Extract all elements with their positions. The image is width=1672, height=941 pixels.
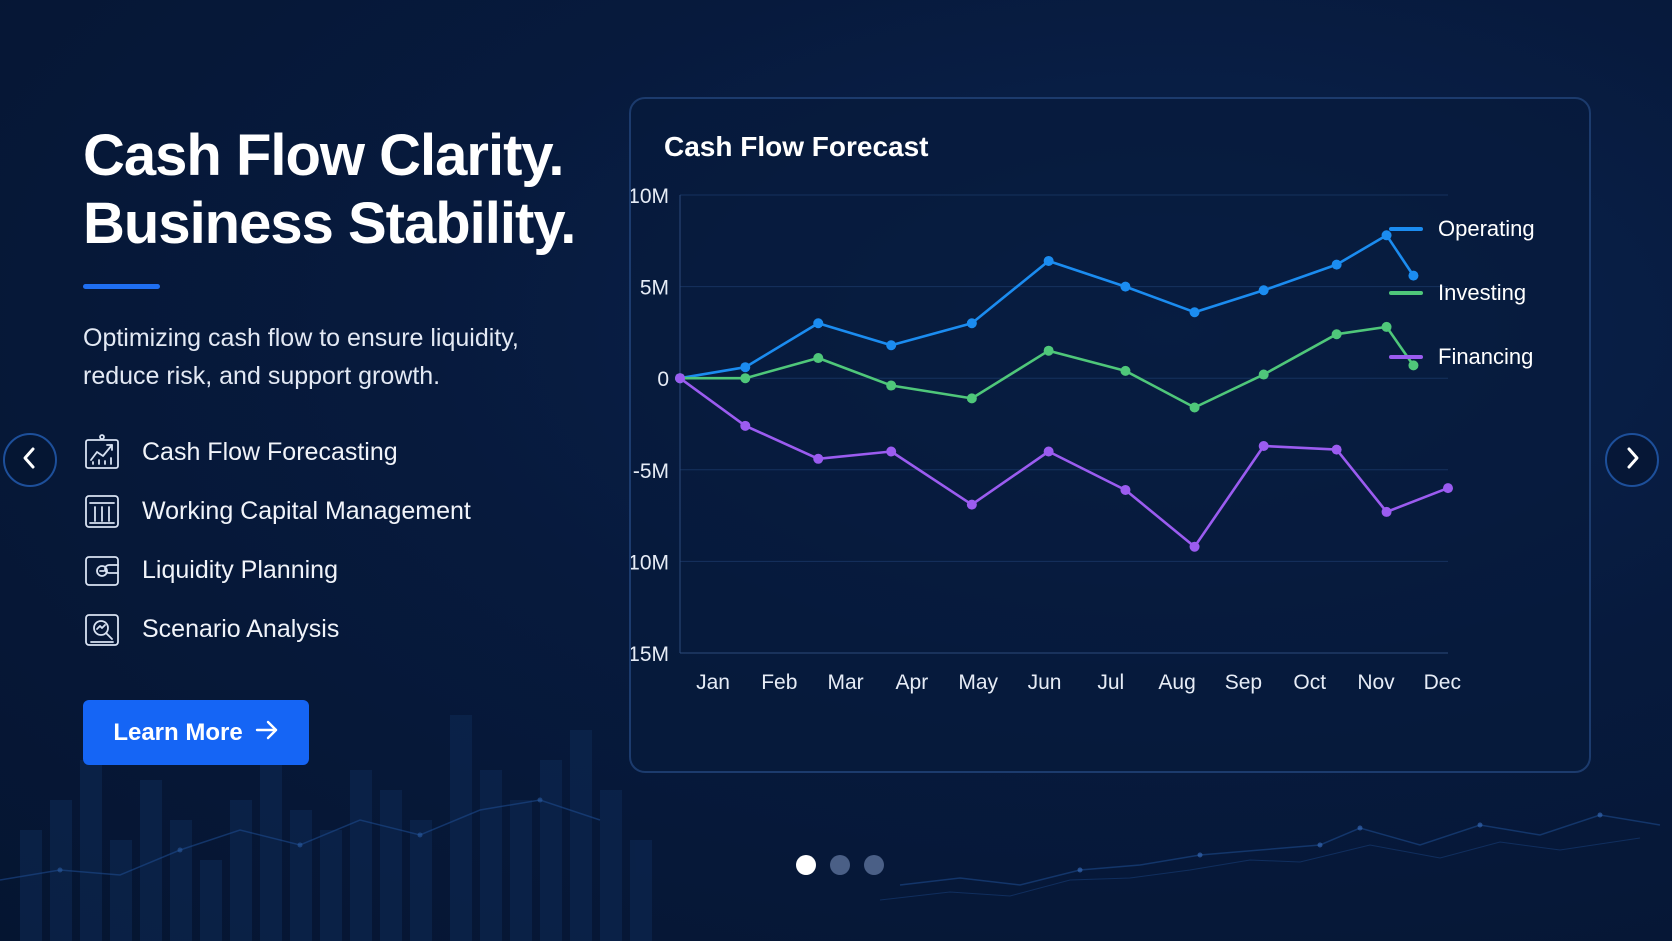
data-point-investing bbox=[886, 380, 897, 391]
headline: Cash Flow Clarity. Business Stability. bbox=[83, 122, 643, 258]
data-point-financing bbox=[1331, 444, 1342, 455]
x-tick-label: Aug bbox=[1158, 671, 1195, 694]
data-point-operating bbox=[1408, 270, 1419, 281]
y-tick-label: -10M bbox=[631, 551, 669, 574]
learn-more-label: Learn More bbox=[113, 718, 243, 746]
data-point-investing bbox=[1043, 345, 1054, 356]
magnifier-chart-icon bbox=[83, 610, 121, 648]
data-point-financing bbox=[1120, 484, 1131, 495]
series-line-investing bbox=[678, 325, 1415, 409]
data-point-investing bbox=[966, 393, 977, 404]
data-point-operating bbox=[1331, 259, 1342, 270]
data-point-operating bbox=[1258, 285, 1269, 296]
data-point-financing bbox=[675, 373, 685, 384]
data-point-financing bbox=[740, 420, 751, 431]
x-tick-label: Feb bbox=[761, 671, 797, 694]
x-tick-label: Oct bbox=[1293, 671, 1326, 694]
legend-label-financing: Financing bbox=[1438, 344, 1533, 369]
carousel-indicators bbox=[796, 855, 884, 875]
feature-label: Liquidity Planning bbox=[142, 556, 338, 584]
data-point-financing bbox=[1189, 541, 1200, 552]
data-point-investing bbox=[1381, 321, 1392, 332]
feature-label: Scenario Analysis bbox=[142, 615, 340, 643]
data-point-operating bbox=[1189, 307, 1200, 318]
carousel-dot-1[interactable] bbox=[796, 855, 816, 875]
feature-list: Cash Flow Forecasting Working Capital Ma… bbox=[83, 433, 471, 669]
y-tick-label: 10M bbox=[631, 185, 669, 208]
carousel-dot-3[interactable] bbox=[864, 855, 884, 875]
x-tick-label: Dec bbox=[1424, 671, 1461, 694]
chevron-right-icon bbox=[1622, 446, 1642, 475]
cash-flow-chart: 10M 5M 0 -5M -10M -15M Jan Feb Mar Apr May Jun Jul Au… bbox=[631, 185, 1535, 694]
data-point-operating bbox=[886, 340, 897, 351]
data-point-operating bbox=[813, 318, 824, 329]
x-tick-label: May bbox=[958, 671, 998, 694]
data-point-investing bbox=[1331, 329, 1342, 340]
data-point-investing bbox=[1189, 402, 1200, 413]
x-tick-label: Mar bbox=[828, 671, 864, 694]
x-tick-label: Sep bbox=[1225, 671, 1262, 694]
headline-line-1: Cash Flow Clarity. bbox=[83, 123, 564, 188]
data-point-financing bbox=[1381, 506, 1392, 517]
data-point-operating bbox=[1043, 255, 1054, 266]
x-tick-label: Apr bbox=[896, 671, 929, 694]
x-tick-label: Jul bbox=[1097, 671, 1124, 694]
x-tick-label: Nov bbox=[1357, 671, 1395, 694]
accent-divider bbox=[83, 284, 160, 289]
carousel-dot-2[interactable] bbox=[830, 855, 850, 875]
data-point-financing bbox=[1043, 446, 1054, 457]
feature-item-cash-flow-forecasting: Cash Flow Forecasting bbox=[83, 433, 471, 492]
data-point-investing bbox=[1408, 360, 1419, 371]
bank-icon bbox=[83, 492, 121, 530]
series-line-operating bbox=[678, 234, 1415, 380]
data-point-investing bbox=[1120, 365, 1131, 376]
data-point-financing bbox=[813, 453, 824, 464]
learn-more-button[interactable]: Learn More bbox=[83, 700, 309, 765]
data-point-financing bbox=[1258, 440, 1269, 451]
carousel-prev-button[interactable] bbox=[3, 433, 57, 487]
headline-line-2: Business Stability. bbox=[83, 191, 576, 256]
chart-growth-icon bbox=[83, 433, 121, 471]
data-point-operating bbox=[966, 318, 977, 329]
data-point-operating bbox=[740, 362, 751, 373]
data-point-financing bbox=[966, 499, 977, 510]
legend-label-operating: Operating bbox=[1438, 216, 1535, 241]
feature-item-working-capital: Working Capital Management bbox=[83, 492, 471, 551]
y-tick-label: 0 bbox=[657, 368, 669, 391]
y-tick-label: 5M bbox=[640, 277, 669, 300]
feature-item-scenario-analysis: Scenario Analysis bbox=[83, 610, 471, 669]
feature-item-liquidity-planning: Liquidity Planning bbox=[83, 551, 471, 610]
data-point-investing bbox=[1258, 369, 1269, 380]
x-tick-label: Jun bbox=[1028, 671, 1062, 694]
y-tick-label: -5M bbox=[633, 460, 669, 483]
feature-label: Cash Flow Forecasting bbox=[142, 438, 398, 466]
chevron-left-icon bbox=[20, 446, 40, 475]
legend-label-investing: Investing bbox=[1438, 280, 1526, 305]
wallet-icon bbox=[83, 551, 121, 589]
carousel-next-button[interactable] bbox=[1605, 433, 1659, 487]
y-tick-label: -15M bbox=[631, 643, 669, 666]
x-tick-label: Jan bbox=[696, 671, 730, 694]
data-point-operating bbox=[1381, 230, 1392, 241]
subtitle: Optimizing cash flow to ensure liquidity… bbox=[83, 324, 519, 390]
chart-title: Cash Flow Forecast bbox=[664, 131, 929, 162]
feature-label: Working Capital Management bbox=[142, 497, 471, 525]
data-point-financing bbox=[886, 446, 897, 457]
arrow-right-icon bbox=[255, 719, 279, 747]
data-point-financing bbox=[1443, 483, 1453, 494]
chart-card: Cash Flow Forecast 10M 5M 0 -5M -10M -15M Jan F… bbox=[629, 97, 1591, 773]
data-point-investing bbox=[813, 353, 824, 364]
data-point-investing bbox=[740, 373, 751, 384]
series-line-financing bbox=[678, 376, 1450, 549]
data-point-operating bbox=[1120, 281, 1131, 292]
